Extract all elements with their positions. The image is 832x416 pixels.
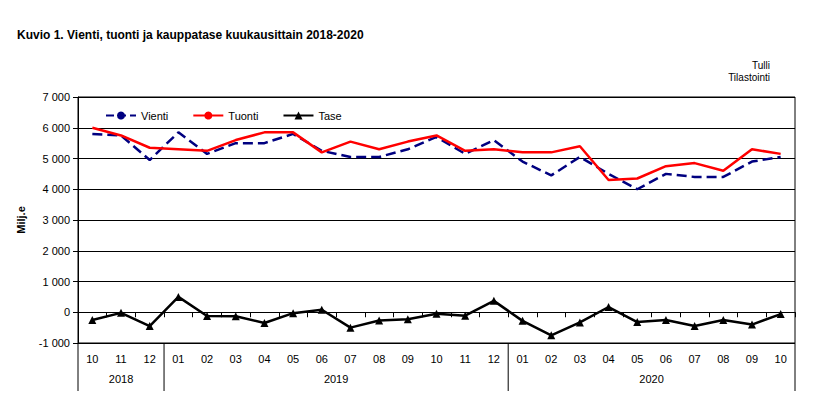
svg-text:10: 10 <box>775 353 787 365</box>
svg-text:03: 03 <box>230 353 242 365</box>
svg-text:01: 01 <box>172 353 184 365</box>
svg-text:7 000: 7 000 <box>42 91 70 103</box>
svg-text:12: 12 <box>144 353 156 365</box>
svg-text:06: 06 <box>660 353 672 365</box>
svg-text:Tilastointi: Tilastointi <box>728 72 770 83</box>
svg-text:5 000: 5 000 <box>42 153 70 165</box>
svg-text:4 000: 4 000 <box>42 183 70 195</box>
svg-text:12: 12 <box>488 353 500 365</box>
svg-text:02: 02 <box>545 353 557 365</box>
svg-text:05: 05 <box>287 353 299 365</box>
svg-text:1 000: 1 000 <box>42 276 70 288</box>
svg-text:2019: 2019 <box>324 373 348 385</box>
svg-text:04: 04 <box>602 353 614 365</box>
svg-text:07: 07 <box>344 353 356 365</box>
svg-text:Kuvio 1. Vienti, tuonti ja kau: Kuvio 1. Vienti, tuonti ja kauppatase ku… <box>17 28 364 42</box>
svg-text:Milj.e: Milj.e <box>15 206 27 234</box>
svg-text:3 000: 3 000 <box>42 214 70 226</box>
svg-text:6 000: 6 000 <box>42 122 70 134</box>
svg-text:0: 0 <box>64 306 70 318</box>
svg-text:09: 09 <box>746 353 758 365</box>
svg-text:Tase: Tase <box>318 110 341 122</box>
svg-text:04: 04 <box>258 353 270 365</box>
svg-text:03: 03 <box>574 353 586 365</box>
svg-text:08: 08 <box>717 353 729 365</box>
svg-text:Tuonti: Tuonti <box>228 110 258 122</box>
svg-text:2 000: 2 000 <box>42 245 70 257</box>
svg-text:09: 09 <box>402 353 414 365</box>
svg-text:2018: 2018 <box>109 373 133 385</box>
svg-text:02: 02 <box>201 353 213 365</box>
svg-text:10: 10 <box>430 353 442 365</box>
svg-text:01: 01 <box>516 353 528 365</box>
svg-text:08: 08 <box>373 353 385 365</box>
svg-text:11: 11 <box>115 353 126 365</box>
svg-text:05: 05 <box>631 353 643 365</box>
svg-text:2020: 2020 <box>639 373 663 385</box>
svg-text:-1 000: -1 000 <box>39 337 70 349</box>
svg-text:11: 11 <box>459 353 470 365</box>
svg-text:07: 07 <box>688 353 700 365</box>
svg-text:10: 10 <box>86 353 98 365</box>
svg-text:06: 06 <box>316 353 328 365</box>
svg-text:Vienti: Vienti <box>141 110 168 122</box>
svg-text:Tulli: Tulli <box>752 60 770 71</box>
